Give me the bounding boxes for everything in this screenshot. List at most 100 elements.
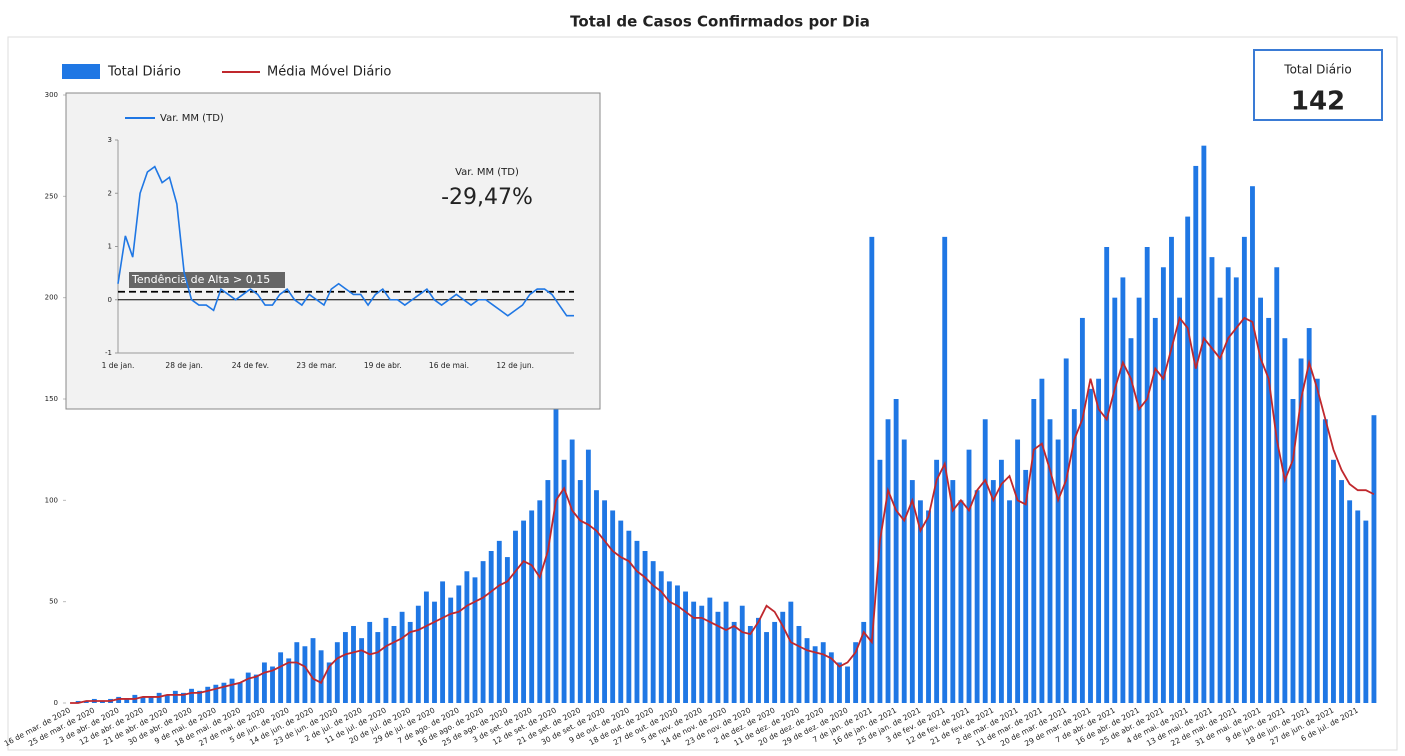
bar — [189, 688, 194, 703]
bar — [1241, 236, 1247, 703]
bar — [1015, 439, 1021, 703]
bar — [205, 686, 211, 703]
bar — [885, 419, 891, 703]
bar — [399, 611, 405, 703]
inset-plot: -1 0 1 2 3 1 de jan. 28 de jan. 24 de fev. 23 de… — [65, 92, 601, 410]
bar — [666, 581, 672, 703]
bar — [1055, 439, 1061, 703]
bar — [1104, 247, 1110, 703]
bar — [990, 480, 996, 703]
y-tick-label: 200 — [45, 294, 58, 302]
kpi-value: 142 — [1291, 87, 1345, 117]
bar — [1120, 277, 1126, 703]
bar — [1071, 409, 1077, 703]
bar — [715, 611, 721, 703]
bar — [634, 540, 640, 703]
x-tick-label: 28 de jan. — [165, 361, 203, 370]
bar — [100, 700, 105, 703]
bar — [1250, 186, 1255, 703]
bar — [1160, 267, 1166, 703]
bar — [415, 605, 421, 703]
bar — [1007, 500, 1012, 703]
y-tick-label: 0 — [54, 699, 58, 707]
bar — [488, 551, 494, 703]
bar — [1023, 469, 1029, 703]
bar — [618, 520, 624, 703]
bar — [116, 696, 122, 703]
bar — [877, 459, 883, 703]
y-tick-label: 3 — [108, 136, 112, 144]
bar — [310, 638, 316, 703]
bar — [577, 480, 583, 703]
threshold-label: Tendência de Alta > 0,15 — [131, 273, 270, 286]
inset-frame — [65, 92, 601, 410]
bar — [529, 510, 535, 703]
bar — [1322, 419, 1328, 703]
bar — [148, 696, 154, 703]
bar — [658, 571, 664, 703]
bar — [1169, 236, 1174, 703]
bar — [464, 571, 470, 703]
bar — [626, 530, 632, 703]
bar — [448, 597, 454, 703]
bar — [1136, 297, 1142, 703]
bar — [1128, 338, 1134, 703]
bar — [917, 500, 923, 703]
bar — [164, 694, 170, 703]
bar — [1371, 415, 1377, 703]
bar — [974, 490, 980, 703]
bar — [1096, 378, 1102, 703]
bar — [1047, 419, 1053, 703]
kpi-title: Total Diário — [1283, 63, 1351, 77]
bar — [302, 646, 308, 703]
bar — [585, 449, 591, 703]
bar — [375, 632, 381, 703]
bar — [594, 490, 599, 703]
bar — [828, 652, 834, 703]
bar — [869, 236, 875, 703]
bar — [367, 621, 373, 703]
bar — [1233, 277, 1239, 703]
bar — [1225, 267, 1231, 703]
kpi-card — [1253, 49, 1383, 121]
kpi-title: Var. MM (TD) — [455, 167, 519, 178]
bar — [213, 684, 219, 703]
bar — [998, 459, 1004, 703]
bar — [181, 692, 186, 703]
bar — [286, 658, 292, 703]
bar — [845, 666, 850, 703]
y-tick-label: 300 — [45, 91, 58, 99]
bar — [1306, 328, 1312, 703]
bar — [1355, 510, 1361, 703]
bar — [780, 611, 786, 703]
bar — [934, 459, 940, 703]
bar — [764, 632, 769, 703]
bar — [1144, 247, 1150, 703]
bar — [334, 642, 340, 703]
bar — [318, 650, 324, 703]
bar — [804, 638, 810, 703]
y-tick-label: 150 — [45, 395, 58, 403]
legend-label: Média Móvel Diário — [267, 65, 391, 80]
bar — [1112, 297, 1118, 703]
bar — [1079, 317, 1085, 703]
bar — [958, 500, 964, 703]
bar — [569, 439, 575, 703]
bar — [1314, 378, 1320, 703]
bar — [691, 601, 697, 703]
bar — [1290, 399, 1296, 703]
moving-average-line — [70, 315, 1375, 704]
bar — [926, 510, 931, 703]
bar — [521, 520, 527, 703]
bar — [172, 690, 178, 703]
bar — [261, 662, 267, 703]
bar — [812, 646, 818, 703]
bar — [650, 561, 656, 703]
bar — [270, 666, 275, 703]
bar — [1331, 459, 1336, 703]
bar — [642, 551, 648, 703]
x-tick-label: 16 de mai. — [429, 361, 469, 370]
bar — [326, 662, 332, 703]
